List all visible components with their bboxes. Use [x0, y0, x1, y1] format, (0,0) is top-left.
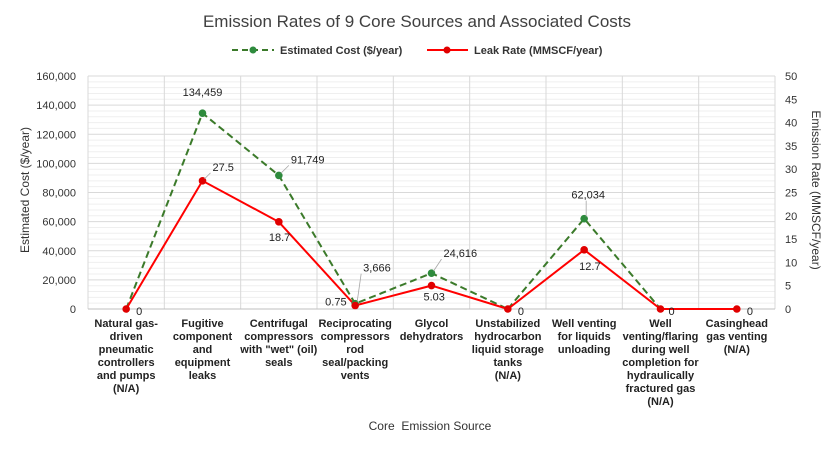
y-tick-left: 20,000	[42, 275, 76, 287]
data-label: 91,749	[291, 154, 325, 166]
data-label: 27.5	[213, 162, 234, 174]
x-tick-label: Fugitive component and equipment leaks	[173, 318, 233, 382]
y-tick-left: 60,000	[42, 217, 76, 229]
x-axis-labels: Natural gas-driven pneumatic controllers an…	[94, 318, 768, 408]
label-leader	[280, 165, 290, 174]
legend: Estimated Cost ($/year) Leak Rate (MMSCF…	[232, 45, 603, 57]
y-tick-right: 0	[785, 304, 791, 316]
left-axis-ticks: 0 20,000 40,000 60,000 80,000 100,000 120,000 1…	[36, 71, 76, 316]
leak-point	[427, 281, 436, 290]
y-tick-right: 5	[785, 281, 791, 293]
x-tick-label: Casinghead gas venting (N/A)	[706, 318, 768, 356]
y-tick-right: 15	[785, 234, 797, 246]
y-tick-left: 40,000	[42, 246, 76, 258]
cost-point	[580, 214, 588, 223]
x-tick-label: Well venting/flaring during well completion…	[622, 318, 699, 408]
leak-point	[351, 301, 359, 310]
cost-point	[198, 109, 207, 117]
chart-title: Emission Rates of 9 Core Sources and Ass…	[203, 12, 631, 31]
gridlines	[87, 75, 776, 310]
x-tick-label: Unstabilized hydrocarbon liquid storage tan…	[472, 318, 544, 382]
x-axis-title: Core Emission Source	[369, 419, 492, 433]
leak-point	[733, 305, 741, 313]
cost-point	[275, 171, 283, 180]
y-tick-right: 45	[785, 94, 797, 106]
series-line-cost	[125, 111, 509, 310]
data-label: 3,666	[363, 263, 391, 275]
x-tick-label: Well venting for liquids unloading	[552, 318, 617, 356]
series-line-cost-2	[507, 217, 662, 310]
y-tick-right: 30	[785, 164, 797, 176]
leak-point	[198, 177, 207, 185]
cost-point	[427, 269, 436, 277]
leak-point	[504, 305, 512, 313]
y-tick-left: 140,000	[36, 100, 76, 112]
data-label: 0.75	[325, 297, 346, 309]
y-tick-right: 25	[785, 188, 797, 200]
label-leader	[433, 258, 442, 272]
x-tick-label: Glycol dehydrators	[400, 318, 464, 343]
label-leader	[356, 273, 362, 302]
data-label: 134,459	[183, 87, 223, 99]
data-label: 0	[518, 306, 524, 318]
label-leader	[204, 172, 211, 180]
y-tick-left: 0	[70, 304, 76, 316]
legend-leak-marker	[443, 46, 451, 54]
leak-point	[580, 246, 588, 254]
data-label: 0	[136, 306, 142, 318]
legend-cost-marker	[249, 46, 257, 54]
data-label: 12.7	[579, 261, 600, 273]
y-tick-right: 20	[785, 211, 797, 223]
y-tick-right: 10	[785, 257, 797, 269]
y-tick-right: 40	[785, 118, 797, 130]
leak-point	[275, 218, 283, 226]
leak-point	[122, 305, 130, 313]
x-tick-label: Reciprocating compressors rod seal/packing v…	[318, 318, 391, 382]
y-tick-left: 80,000	[42, 188, 76, 200]
y-tick-right: 35	[785, 141, 797, 153]
right-axis-ticks: 0 5 10 15 20 25 30 35 40 45 50	[785, 71, 797, 316]
y-tick-left: 160,000	[36, 71, 76, 83]
series-layer	[122, 109, 741, 313]
y-tick-left: 120,000	[36, 129, 76, 141]
data-label: 5.03	[424, 292, 445, 304]
x-tick-label: Natural gas-driven pneumatic controllers an…	[94, 318, 158, 395]
y-tick-left: 100,000	[36, 158, 76, 170]
x-tick-label: Centrifugal compressors with "wet" (oil) se…	[239, 318, 317, 369]
legend-leak-label: Leak Rate (MMSCF/year)	[474, 45, 603, 57]
data-label: 62,034	[571, 190, 605, 202]
y-axis-title-left: Estimated Cost ($/year)	[18, 127, 32, 253]
y-tick-right: 50	[785, 71, 797, 83]
legend-cost-label: Estimated Cost ($/year)	[280, 45, 403, 57]
data-label: 18.7	[269, 232, 290, 244]
data-label: 24,616	[444, 248, 478, 260]
data-label: 0	[669, 306, 675, 318]
leak-point	[656, 305, 665, 313]
data-label: 0	[747, 306, 753, 318]
y-axis-title-right: Emission Rate (MMSCF/year)	[809, 110, 823, 269]
data-labels: 134,459 91,749 3,666 24,616 62,034 0 27.5 18.7 0…	[136, 87, 753, 318]
